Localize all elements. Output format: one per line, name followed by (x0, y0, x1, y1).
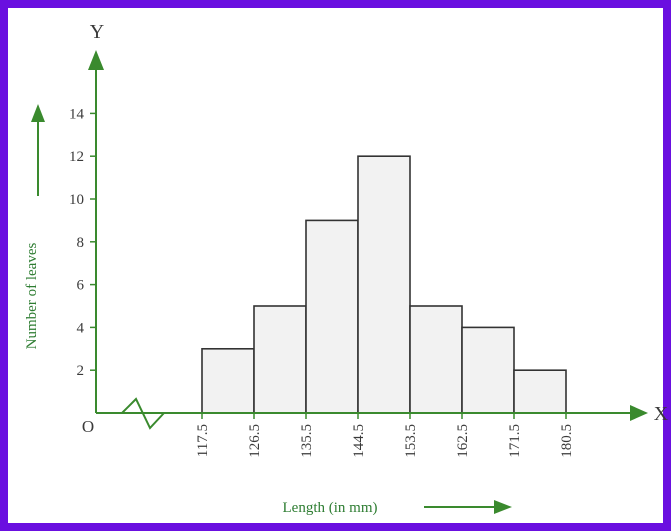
x-tick-label: 180.5 (559, 424, 575, 458)
y-tick-label: 4 (77, 320, 85, 336)
y-axis-letter: Y (90, 21, 104, 43)
histogram-bar (253, 305, 307, 414)
histogram-bar (357, 155, 411, 414)
x-tick-label: 144.5 (351, 424, 367, 458)
histogram-bar (513, 369, 567, 414)
histogram-bar (461, 326, 515, 414)
x-axis-title: Length (in mm) (283, 500, 378, 516)
x-ticks-group: 117.5 126.5 135.5 144.5 153.5 162.5 171.5 180.5 (195, 413, 575, 458)
y-axis-title: Number of leaves (24, 243, 40, 350)
x-tick-label: 171.5 (507, 424, 523, 458)
origin-label: O (82, 417, 94, 436)
axis-break-icon (121, 397, 165, 430)
y-tick-label: 6 (77, 278, 85, 294)
bars-group (201, 155, 567, 414)
y-tick-label: 12 (69, 149, 84, 165)
y-title-arrow-icon (31, 104, 45, 122)
x-axis-arrow-icon (630, 405, 648, 421)
y-tick-label: 10 (69, 192, 84, 208)
x-tick-label: 135.5 (299, 424, 315, 458)
x-tick-label: 126.5 (247, 424, 263, 458)
histogram-bar (305, 219, 359, 414)
y-tick-label: 2 (77, 363, 85, 379)
x-axis-letter: X (654, 403, 669, 425)
x-tick-label: 153.5 (403, 424, 419, 458)
x-tick-label: 117.5 (195, 424, 211, 457)
x-tick-label: 162.5 (455, 424, 471, 458)
y-tick-label: 8 (77, 235, 85, 251)
y-ticks-group: 2 4 6 8 10 12 14 (69, 106, 96, 379)
histogram-bar (409, 305, 463, 414)
histogram-bar (201, 347, 255, 414)
x-title-arrow-icon (494, 500, 512, 514)
y-tick-label: 14 (69, 106, 85, 122)
y-axis-arrow-icon (88, 50, 104, 70)
